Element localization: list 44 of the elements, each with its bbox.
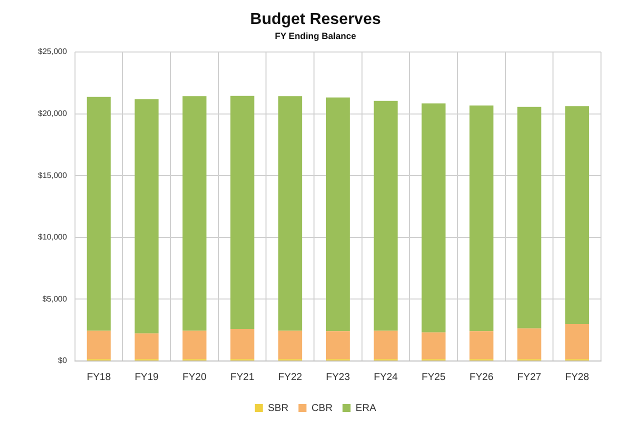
legend-label: SBR: [268, 402, 288, 414]
bar: [565, 106, 590, 324]
x-tick-label: FY18: [86, 372, 112, 383]
chart-title: Budget Reserves: [250, 11, 381, 28]
bar: [278, 96, 302, 331]
bar: [422, 103, 446, 332]
bar: [374, 330, 398, 360]
bar: [278, 330, 302, 360]
x-tick-label: FY23: [326, 372, 350, 383]
bar: [469, 106, 494, 332]
bar: [374, 100, 398, 331]
y-tick-label: $25,000: [38, 47, 68, 56]
bar: [182, 96, 206, 331]
legend-label: ERA: [356, 402, 376, 414]
bar: [134, 333, 159, 360]
legend-label: CBR: [311, 402, 333, 414]
y-tick-label: $15,000: [38, 170, 68, 180]
y-tick-label: $20,000: [38, 109, 68, 118]
x-tick-label: FY21: [230, 372, 255, 383]
bar: [517, 328, 542, 360]
chart-subtitle: FY Ending Balance: [274, 31, 356, 42]
x-tick-label: FY25: [422, 372, 446, 383]
bar: [517, 106, 542, 328]
y-tick-label: $10,000: [38, 232, 68, 242]
bar: [326, 331, 350, 360]
x-tick-label: FY26: [469, 372, 494, 383]
bar: [86, 96, 111, 331]
bar: [134, 99, 159, 334]
y-tick-label: $5,000: [42, 294, 68, 304]
bar: [469, 331, 494, 360]
bar: [230, 328, 254, 360]
y-tick-label: $0: [58, 356, 68, 366]
x-tick-label: FY28: [565, 372, 590, 383]
bar: [565, 324, 590, 360]
x-tick-label: FY22: [278, 372, 303, 383]
bar: [86, 330, 111, 360]
x-tick-label: FY24: [374, 372, 398, 383]
bar: [182, 330, 206, 360]
x-tick-label: FY19: [134, 372, 160, 383]
bar: [326, 97, 350, 332]
x-tick-label: FY27: [517, 372, 542, 383]
bar: [230, 96, 254, 329]
x-tick-label: FY20: [182, 372, 207, 383]
bar: [422, 332, 446, 360]
